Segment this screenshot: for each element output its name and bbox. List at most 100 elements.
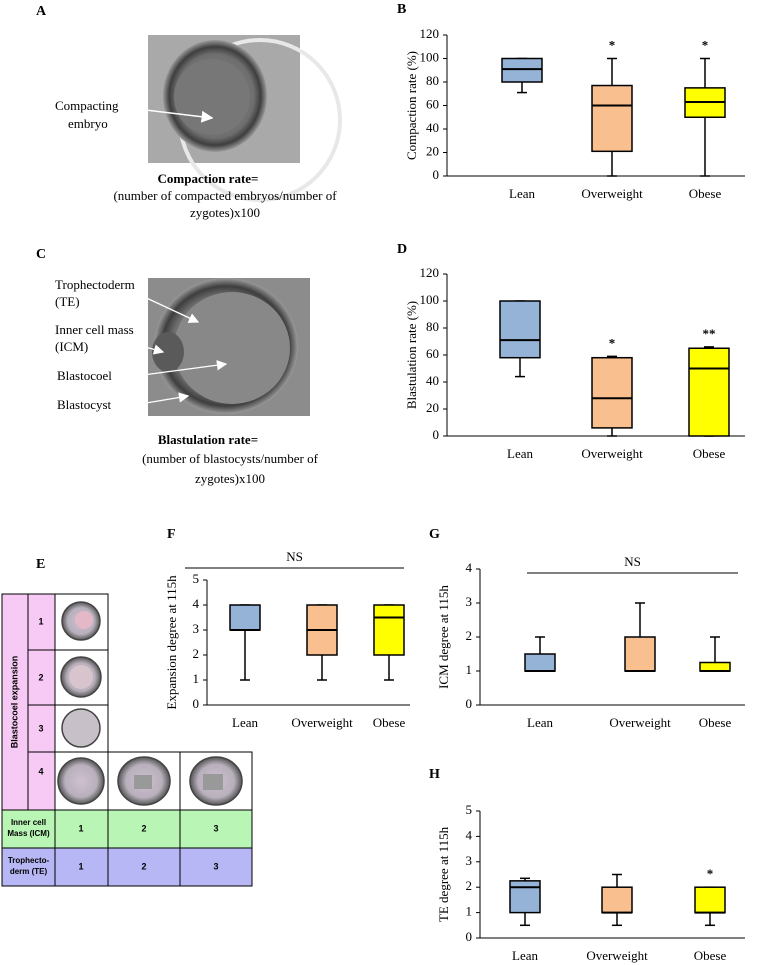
caption-title: Blastulation rate= [158, 432, 258, 447]
x-tick-label: Overweight [581, 186, 643, 201]
significance: ** [703, 326, 716, 341]
y-tick-label: 1 [466, 662, 473, 677]
x-tick-label: Lean [527, 715, 553, 730]
box [591, 84, 633, 153]
y-axis-label: Blastulation rate (%) [404, 301, 419, 409]
x-tick-label: Lean [507, 446, 533, 461]
grade: 3 [213, 823, 218, 833]
image-label: (ICM) [55, 339, 88, 354]
arrow [111, 105, 214, 123]
y-tick-label: 40 [426, 120, 439, 135]
grade: 1 [38, 616, 43, 626]
grade: 1 [78, 861, 83, 871]
row-header: Inner cell Mass (ICM) [7, 818, 50, 838]
y-axis-label: TE degree at 115h [436, 826, 451, 922]
significance: * [609, 335, 616, 350]
box [624, 636, 656, 672]
image-label: Trophectoderm [55, 277, 135, 292]
grade: 3 [213, 861, 218, 871]
grade-images [57, 601, 243, 806]
y-tick-label: 4 [466, 560, 473, 575]
x-tick-label: Overweight [581, 446, 643, 461]
grade: 4 [38, 766, 43, 776]
significance: * [609, 37, 616, 52]
y-tick-label: 0 [433, 427, 440, 442]
y-tick-label: 20 [426, 143, 439, 158]
y-tick-label: 5 [193, 571, 200, 586]
y-tick-label: 4 [466, 827, 473, 842]
arrow [127, 360, 228, 378]
y-tick-label: 3 [193, 621, 200, 636]
box [524, 653, 556, 672]
arrow [139, 294, 200, 323]
x-tick-label: Lean [512, 948, 538, 963]
image-label: embryo [68, 116, 108, 131]
caption: zygotes)x100 [195, 471, 265, 486]
x-tick-label: Overweight [586, 948, 648, 963]
panel-label: D [397, 242, 407, 257]
x-tick-label: Lean [232, 715, 258, 730]
image-label: Inner cell mass [55, 322, 134, 337]
panel-label: G [429, 527, 440, 542]
y-axis-label: ICM degree at 115h [436, 585, 451, 689]
y-tick-label: 120 [420, 26, 440, 41]
x-tick-label: Overweight [291, 715, 353, 730]
significance: * [707, 866, 714, 881]
row-header: Blastocoel expansion [9, 656, 19, 749]
box [501, 57, 543, 83]
caption: (number of compacted embryos/number of [113, 188, 337, 203]
box [694, 886, 726, 914]
y-tick-label: 3 [466, 853, 473, 868]
box [688, 347, 730, 437]
y-tick-label: 0 [466, 696, 473, 711]
box [509, 880, 541, 914]
x-tick-label: Obese [699, 715, 732, 730]
x-tick-label: Obese [689, 186, 722, 201]
y-tick-label: 5 [466, 802, 473, 817]
panel-label: C [36, 247, 46, 262]
embryo-image [148, 35, 342, 202]
image-label: (TE) [55, 294, 80, 309]
y-tick-label: 0 [193, 696, 200, 711]
x-tick-label: Lean [509, 186, 535, 201]
arrow [127, 392, 190, 407]
y-tick-label: 4 [193, 596, 200, 611]
image-label: Blastocoel [57, 368, 112, 383]
x-tick-label: Overweight [609, 715, 671, 730]
box [699, 661, 731, 672]
image-label: Compacting [55, 98, 119, 113]
caption: (number of blastocysts/number of [142, 451, 318, 466]
y-axis-label: Expansion degree at 115h [164, 575, 179, 710]
y-tick-label: 40 [426, 373, 439, 388]
y-tick-label: 20 [426, 400, 439, 415]
grade: 2 [141, 861, 146, 871]
y-tick-label: 100 [420, 292, 440, 307]
bracket-label: NS [286, 549, 303, 564]
box [373, 604, 405, 656]
box [601, 886, 633, 914]
panel-label: B [397, 2, 406, 17]
y-tick-label: 60 [426, 346, 439, 361]
panel-label: E [36, 557, 45, 572]
grade: 2 [38, 672, 43, 682]
panel-label: A [36, 4, 47, 19]
y-tick-label: 2 [193, 646, 200, 661]
blastocyst-image [148, 278, 310, 416]
arrow [127, 341, 165, 355]
y-tick-label: 3 [466, 594, 473, 609]
panel-label: H [429, 767, 440, 782]
grade: 3 [38, 723, 43, 733]
row-header: Trophecto-derm (TE) [7, 856, 50, 876]
grade: 2 [141, 823, 146, 833]
bracket-label: NS [624, 554, 641, 569]
caption: zygotes)x100 [190, 205, 260, 220]
y-tick-label: 2 [466, 878, 473, 893]
y-axis-label: Compaction rate (%) [404, 51, 419, 160]
y-tick-label: 60 [426, 96, 439, 111]
y-tick-label: 0 [433, 167, 440, 182]
y-tick-label: 100 [420, 49, 440, 64]
y-tick-label: 1 [466, 904, 473, 919]
y-tick-label: 2 [466, 628, 473, 643]
image-label: Blastocyst [57, 397, 112, 412]
